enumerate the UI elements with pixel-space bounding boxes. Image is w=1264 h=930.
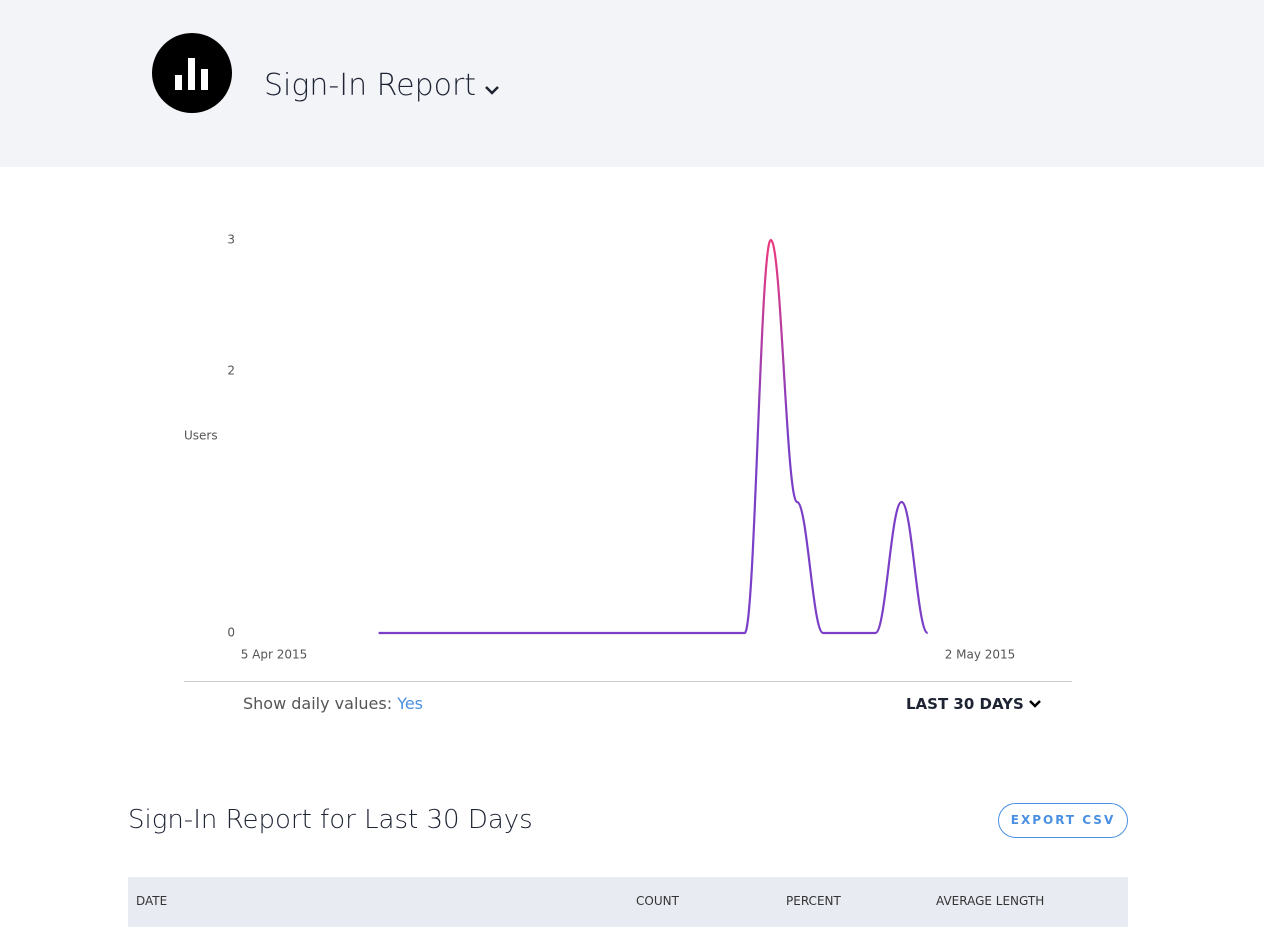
header: Sign-In Report [0,0,1264,167]
column-header[interactable]: PERCENT [786,894,841,908]
x-tick-label: 5 Apr 2015 [241,648,308,662]
y-tick-label: 2 [227,364,235,378]
title-chevron[interactable] [484,84,500,96]
daily-toggle: Show daily values: Yes [243,694,423,713]
y-tick-label: 3 [227,233,235,247]
column-header[interactable]: DATE [136,894,168,908]
y-tick-label: 0 [227,626,235,640]
report-icon [152,33,232,113]
daily-label: Show daily values: [243,694,393,713]
table-header: DATE COUNT PERCENT AVERAGE LENGTH [128,877,1128,927]
report-title[interactable]: Sign-In Report [264,68,477,103]
x-tick-label: 2 May 2015 [945,648,1016,662]
range-chevron[interactable] [1029,699,1041,709]
range-label[interactable]: LAST 30 DAYS [906,695,1024,713]
export-button[interactable]: EXPORT CSV [998,803,1128,838]
range-select[interactable]: LAST 30 DAYS [906,695,1041,713]
column-header[interactable]: AVERAGE LENGTH [936,894,1045,908]
daily-value[interactable]: Yes [397,694,424,713]
column-header[interactable]: COUNT [636,894,679,908]
line [378,238,929,635]
report-heading: Sign-In Report for Last 30 Days [128,805,533,835]
chart: Users 0 2 3 5 Apr 2015 2 May 2015 [184,233,1072,682]
y-axis-label: Users [184,429,218,443]
